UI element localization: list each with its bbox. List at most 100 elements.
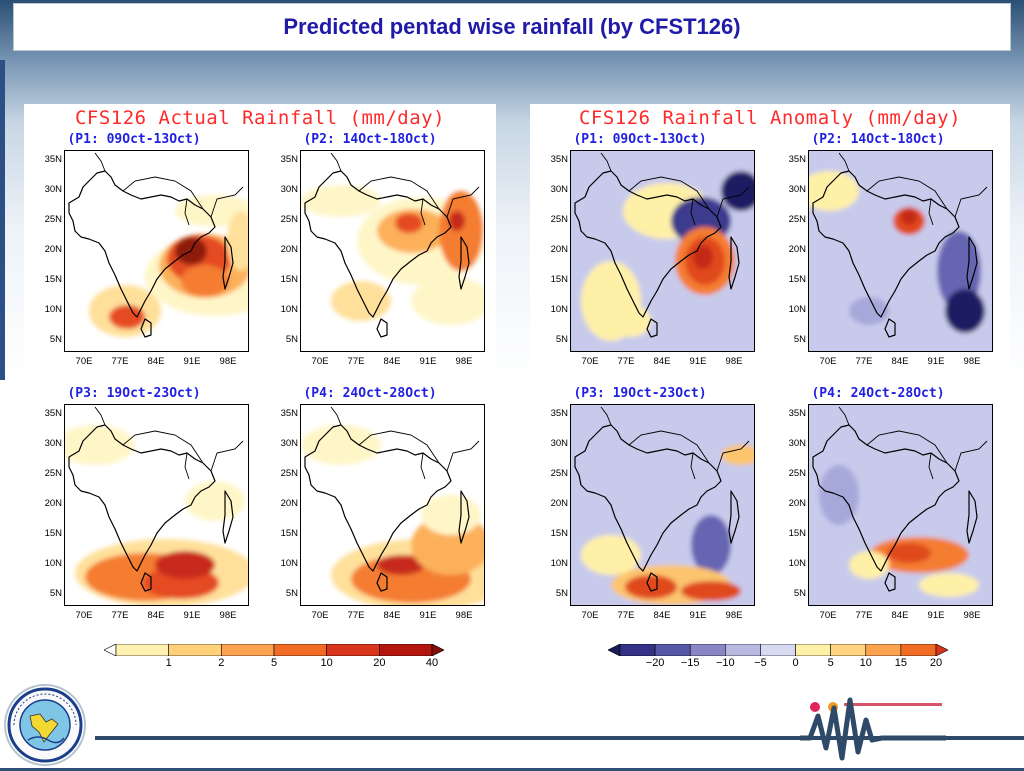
colorbar-label: −10 — [715, 657, 735, 669]
y-tick-label: 5N — [793, 588, 806, 599]
colorbar-label: −5 — [754, 657, 767, 669]
slide-title: Predicted pentad wise rainfall (by CFST1… — [283, 14, 741, 39]
y-tick-label: 20N — [550, 498, 568, 509]
colorbar-label: 20 — [373, 657, 386, 669]
y-tick-label: 10N — [280, 304, 298, 315]
rainfall-field-area — [809, 171, 859, 211]
colorbar-label: 1 — [165, 657, 172, 669]
anomaly-panel-p1: (P1: 09Oct-13Oct) 35N 30N 25N 20N 15N 10N 5N 70… — [530, 132, 766, 396]
coastline-outline — [812, 424, 978, 592]
y-tick-label: 15N — [44, 274, 62, 285]
coastline-outline — [68, 170, 234, 338]
panel-title: (P1: 09Oct-13Oct) — [573, 132, 707, 147]
coastline-outline — [812, 170, 978, 338]
rainfall-field-area — [581, 535, 641, 575]
rainfall-field-area — [421, 495, 481, 535]
x-tick-label: 91E — [689, 356, 707, 367]
rainfall-field-area — [301, 185, 381, 217]
colorbar-swatch — [900, 644, 937, 656]
x-tick-label: 70E — [75, 356, 93, 367]
country-borders — [94, 406, 244, 480]
x-tick-label: 98E — [725, 610, 743, 621]
y-tick-label: 15N — [788, 528, 806, 539]
rainfall-anomaly-figure: CFS126 Rainfall Anomaly (mm/day) (P1: 09… — [530, 104, 1010, 634]
colorbar-swatch — [725, 644, 761, 656]
colorbar-swatch — [104, 644, 117, 656]
map-plot — [808, 150, 993, 352]
y-tick-label: 20N — [44, 498, 62, 509]
x-tick-label: 77E — [111, 356, 129, 367]
coastline-outline — [304, 170, 470, 338]
anomaly-panel-p3: (P3: 19Oct-23Oct) 35N 30N 25N 20N 15N 10N 5N 70… — [530, 386, 766, 650]
x-tick-label: 98E — [963, 356, 981, 367]
country-borders — [600, 152, 750, 226]
colorbar-swatch — [273, 644, 327, 656]
rainfall-field-area — [945, 289, 985, 333]
country-borders — [330, 152, 480, 226]
title-bar: Predicted pentad wise rainfall (by CFST1… — [13, 3, 1011, 51]
y-tick-label: 35N — [44, 408, 62, 419]
y-tick-label: 25N — [788, 468, 806, 479]
y-tick-label: 10N — [280, 558, 298, 569]
y-tick-label: 5N — [285, 334, 298, 345]
y-tick-label: 15N — [550, 528, 568, 539]
x-tick-label: 77E — [617, 356, 635, 367]
y-tick-label: 5N — [49, 588, 62, 599]
rainfall-field-area — [919, 573, 979, 597]
y-tick-label: 25N — [44, 214, 62, 225]
map-plot — [64, 404, 249, 606]
rainfall-field-area — [887, 543, 931, 563]
colorbar-swatch — [654, 644, 691, 656]
y-tick-label: 10N — [550, 304, 568, 315]
colorbar-swatch — [221, 644, 275, 656]
colorbar-swatch — [379, 644, 433, 656]
y-tick-label: 35N — [44, 154, 62, 165]
colorbar-swatch — [168, 644, 222, 656]
panel-title: (P4: 24Oct-28Oct) — [811, 386, 945, 401]
colorbar-label: 10 — [859, 657, 872, 669]
y-tick-label: 35N — [280, 154, 298, 165]
x-tick-label: 70E — [311, 356, 329, 367]
rainfall-field-area — [849, 297, 889, 325]
x-tick-label: 84E — [383, 610, 401, 621]
x-tick-label: 91E — [927, 610, 945, 621]
x-tick-label: 77E — [347, 356, 365, 367]
x-tick-label: 91E — [183, 356, 201, 367]
x-tick-label: 91E — [689, 610, 707, 621]
x-tick-label: 91E — [183, 610, 201, 621]
rainfall-field-area — [395, 213, 423, 233]
map-plot — [300, 404, 485, 606]
y-tick-label: 15N — [280, 274, 298, 285]
panel-title: (P3: 19Oct-23Oct) — [67, 386, 201, 401]
rainfall-field-area — [301, 425, 381, 465]
colorbar-label: 0 — [792, 657, 799, 669]
map-plot — [570, 150, 755, 352]
rainfall-field-area — [331, 281, 391, 321]
y-tick-label: 5N — [555, 334, 568, 345]
x-tick-label: 84E — [891, 610, 909, 621]
institute-seal-icon — [4, 684, 86, 766]
colorbar-swatch — [760, 644, 796, 656]
rainfall-field-area — [625, 575, 677, 599]
footer-rule — [95, 736, 1024, 740]
y-tick-label: 10N — [788, 558, 806, 569]
y-tick-label: 25N — [280, 468, 298, 479]
y-tick-label: 10N — [44, 558, 62, 569]
coastline-outline — [304, 424, 470, 592]
colorbar-swatch — [830, 644, 867, 656]
x-tick-label: 70E — [581, 610, 599, 621]
x-tick-label: 77E — [855, 356, 873, 367]
actual-panel-p4: (P4: 24Oct-28Oct) 35N 30N 25N 20N 15N 10N 5N 70… — [260, 386, 496, 650]
colorbar-swatch — [935, 644, 948, 656]
colorbar-label: −20 — [645, 657, 665, 669]
y-tick-label: 20N — [788, 244, 806, 255]
rainfall-field-area — [901, 209, 917, 225]
y-tick-label: 20N — [280, 498, 298, 509]
map-plot — [300, 150, 485, 352]
x-tick-label: 98E — [725, 356, 743, 367]
actual-panel-p3: (P3: 19Oct-23Oct) 35N 30N 25N 20N 15N 10N 5N 70… — [24, 386, 260, 650]
y-tick-label: 20N — [280, 244, 298, 255]
actual-panel-p1: (P1: 09Oct-13Oct) 35N 30N 25N 20N 15N 10N 5N 70… — [24, 132, 260, 396]
y-tick-label: 20N — [550, 244, 568, 255]
rainfall-field-area — [849, 551, 889, 579]
